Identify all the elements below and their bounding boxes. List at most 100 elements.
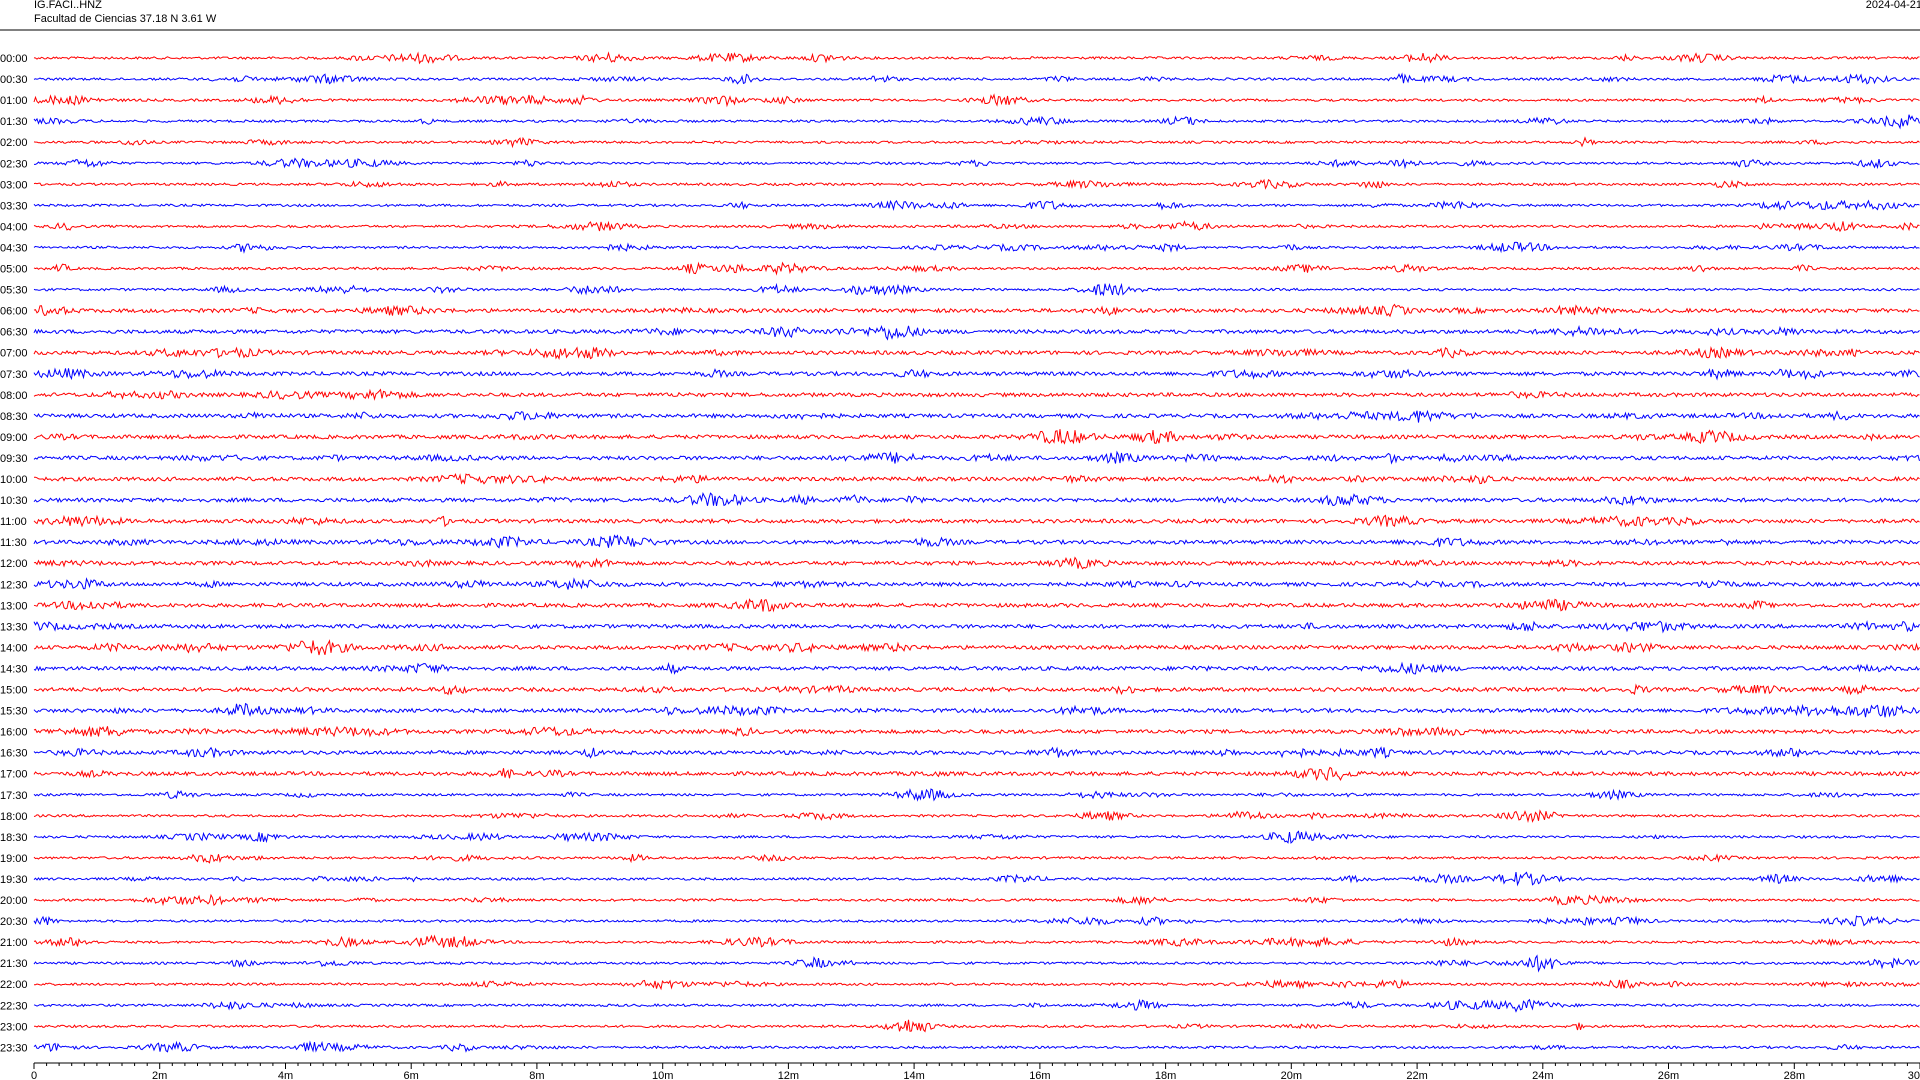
trace-row bbox=[34, 978, 1920, 991]
x-tick-label: 2m bbox=[152, 1070, 167, 1080]
trace-row bbox=[33, 639, 1920, 656]
x-tick-label: 14m bbox=[903, 1070, 924, 1080]
row-label: 04:00 bbox=[0, 221, 28, 233]
x-tick-label: 26m bbox=[1658, 1070, 1679, 1080]
row-label: 15:30 bbox=[0, 706, 28, 718]
trace-row bbox=[33, 429, 1920, 445]
row-label: 13:00 bbox=[0, 600, 28, 612]
trace-row bbox=[33, 282, 1920, 297]
x-tick-label: 4m bbox=[278, 1070, 293, 1080]
trace-row bbox=[33, 261, 1920, 276]
row-label: 14:30 bbox=[0, 664, 28, 676]
x-tick-label: 18m bbox=[1155, 1070, 1176, 1080]
x-tick-label: 20m bbox=[1281, 1070, 1302, 1080]
row-label: 02:30 bbox=[0, 158, 28, 170]
trace-row bbox=[33, 303, 1920, 318]
row-label: 16:30 bbox=[0, 748, 28, 760]
trace-row bbox=[33, 746, 1920, 759]
trace-row bbox=[34, 157, 1920, 170]
trace-row bbox=[33, 954, 1920, 973]
x-tick-label: 8m bbox=[529, 1070, 544, 1080]
row-label: 20:00 bbox=[0, 895, 28, 907]
row-label: 22:30 bbox=[0, 1000, 28, 1012]
trace-row bbox=[33, 1019, 1920, 1033]
x-tick-label: 24m bbox=[1532, 1070, 1553, 1080]
trace-row bbox=[33, 473, 1920, 485]
x-tick-label: 12m bbox=[778, 1070, 799, 1080]
trace-row bbox=[33, 809, 1920, 823]
trace-row bbox=[33, 871, 1920, 887]
row-label: 05:30 bbox=[0, 285, 28, 297]
trace-row bbox=[33, 220, 1920, 233]
row-label: 06:00 bbox=[0, 306, 28, 318]
x-tick-label: 10m bbox=[652, 1070, 673, 1080]
row-label: 15:00 bbox=[0, 685, 28, 697]
row-label: 12:00 bbox=[0, 558, 28, 570]
trace-row bbox=[33, 556, 1920, 570]
trace-row bbox=[33, 683, 1920, 696]
trace-row bbox=[33, 577, 1920, 590]
x-axis: 0 2m 4m 6m 8m 10m 12m 14m 16m 18m 20m 22m 24m 26m 28m 3… bbox=[31, 1062, 1920, 1080]
trace-row bbox=[33, 853, 1920, 864]
x-tick-label: 22m bbox=[1406, 1070, 1427, 1080]
trace-row bbox=[33, 388, 1920, 401]
row-label: 00:30 bbox=[0, 74, 28, 86]
row-label: 16:00 bbox=[0, 727, 28, 739]
trace-row bbox=[33, 514, 1920, 528]
row-label: 03:30 bbox=[0, 200, 28, 212]
trace-row bbox=[33, 93, 1920, 108]
trace-row bbox=[33, 1040, 1920, 1053]
row-label: 04:30 bbox=[0, 243, 28, 255]
row-label: 14:00 bbox=[0, 642, 28, 654]
row-label: 03:00 bbox=[0, 179, 28, 191]
x-tick-label: 6m bbox=[404, 1070, 419, 1080]
row-label: 13:30 bbox=[0, 621, 28, 633]
trace-row bbox=[33, 51, 1920, 65]
trace-row bbox=[33, 661, 1920, 675]
row-label: 17:00 bbox=[0, 769, 28, 781]
trace-row bbox=[33, 178, 1920, 190]
station-location: Facultad de Ciencias 37.18 N 3.61 W bbox=[34, 13, 217, 25]
trace-row bbox=[33, 915, 1920, 927]
row-label: 10:00 bbox=[0, 474, 28, 486]
row-label: 23:00 bbox=[0, 1021, 28, 1033]
row-label: 01:30 bbox=[0, 116, 28, 128]
trace-row bbox=[33, 788, 1920, 802]
x-tick-label: 16m bbox=[1029, 1070, 1050, 1080]
trace-row bbox=[33, 702, 1920, 718]
row-label: 09:30 bbox=[0, 453, 28, 465]
row-label: 09:00 bbox=[0, 432, 28, 444]
x-tick-label: 0 bbox=[31, 1070, 37, 1080]
record-date: 2024-04-21 bbox=[1865, 0, 1920, 11]
row-label-group: 00:00 00:30 01:00 01:30 02:00 02:30 03:00 03:30… bbox=[0, 53, 28, 1054]
trace-row bbox=[33, 620, 1920, 634]
trace-row bbox=[33, 934, 1920, 949]
trace-row bbox=[33, 199, 1920, 212]
trace-group bbox=[33, 51, 1920, 1053]
row-label: 22:00 bbox=[0, 979, 28, 991]
trace-row bbox=[33, 450, 1920, 465]
row-label: 01:00 bbox=[0, 95, 28, 107]
row-label: 07:00 bbox=[0, 348, 28, 360]
trace-row bbox=[33, 598, 1920, 613]
row-label: 20:30 bbox=[0, 916, 28, 928]
row-label: 06:30 bbox=[0, 327, 28, 339]
row-label: 11:00 bbox=[0, 516, 27, 528]
trace-row bbox=[33, 409, 1920, 423]
row-label: 18:00 bbox=[0, 811, 28, 823]
row-label: 23:30 bbox=[0, 1042, 28, 1054]
trace-row bbox=[33, 72, 1920, 85]
trace-row bbox=[33, 492, 1920, 507]
row-label: 07:30 bbox=[0, 369, 28, 381]
trace-row bbox=[33, 324, 1920, 341]
row-label: 02:00 bbox=[0, 137, 28, 149]
x-tick-label: 28m bbox=[1784, 1070, 1805, 1080]
row-label: 19:00 bbox=[0, 853, 28, 865]
row-label: 11:30 bbox=[0, 537, 27, 549]
trace-row bbox=[33, 725, 1920, 738]
row-label: 00:00 bbox=[0, 53, 28, 65]
row-label: 17:30 bbox=[0, 790, 28, 802]
station-code: IG.FACI..HNZ bbox=[34, 0, 102, 11]
row-label: 21:30 bbox=[0, 958, 28, 970]
